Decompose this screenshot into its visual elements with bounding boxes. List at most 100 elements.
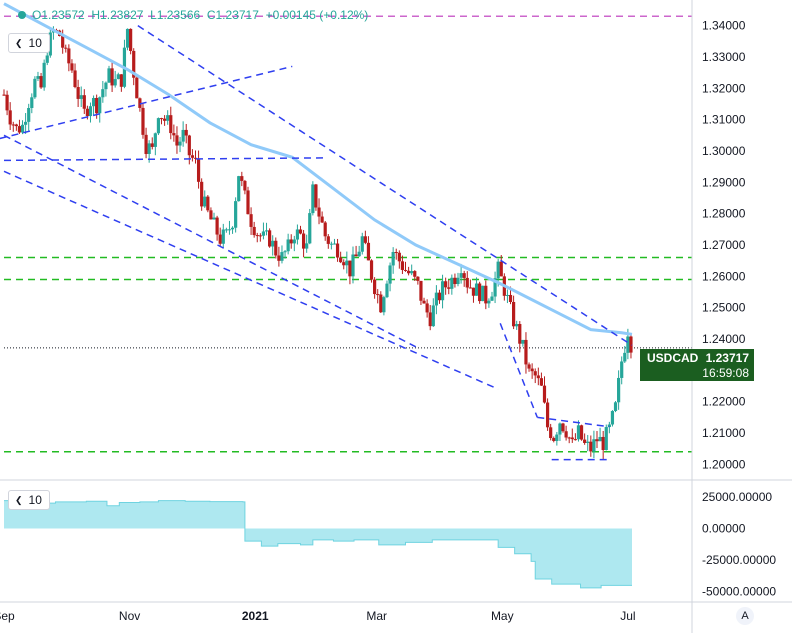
candle-body xyxy=(382,297,386,313)
indicator-area-fill xyxy=(4,500,632,588)
candle-body xyxy=(42,62,46,88)
candle-body xyxy=(620,361,624,378)
candle-body xyxy=(274,240,278,256)
candle-body xyxy=(76,87,80,99)
candle-body xyxy=(527,364,531,369)
candle-body xyxy=(110,68,114,86)
candle-body xyxy=(79,95,83,99)
candle-body xyxy=(190,155,194,158)
candle-body xyxy=(505,294,510,296)
candle-body xyxy=(613,402,618,412)
candle-body xyxy=(558,423,562,435)
moving-average-path xyxy=(3,2,633,336)
trend-line xyxy=(0,65,293,140)
trend-line xyxy=(537,416,610,428)
candle-body xyxy=(193,157,198,159)
candle-body xyxy=(357,251,361,257)
candle-body xyxy=(416,276,420,281)
candle-body xyxy=(450,277,454,289)
candle-body xyxy=(144,134,148,154)
candle-body xyxy=(314,184,318,208)
trend-line xyxy=(3,134,417,348)
moving-average-line xyxy=(3,2,633,336)
candle-body xyxy=(354,254,358,257)
candle-body xyxy=(410,271,414,274)
candle-body xyxy=(27,107,31,122)
candle-body xyxy=(601,436,605,450)
candle-body xyxy=(366,242,371,261)
candle-body xyxy=(385,283,389,298)
candle-body xyxy=(573,439,577,441)
candle-body xyxy=(434,292,438,306)
candle-body xyxy=(132,50,136,78)
candle-body xyxy=(524,339,528,365)
candle-body xyxy=(196,158,201,182)
candle-body xyxy=(135,77,139,99)
candle-body xyxy=(388,265,392,284)
candle-body xyxy=(85,108,89,117)
date-tick-label: Nov xyxy=(119,609,140,623)
candle-body xyxy=(583,439,587,443)
candle-body xyxy=(342,262,346,266)
candle-body xyxy=(286,239,290,252)
change-value: +0.00145 (+0.12%) xyxy=(265,8,369,22)
candle-body xyxy=(64,47,68,49)
candle-body xyxy=(592,439,596,452)
price-tick-label: 1.21000 xyxy=(702,426,746,440)
candle-body xyxy=(440,281,445,301)
close-value: C1.23717 xyxy=(206,8,259,22)
candle-body xyxy=(252,226,256,236)
candle-body xyxy=(329,243,333,245)
candle-body xyxy=(169,115,173,134)
candle-body xyxy=(332,243,337,245)
candle-body xyxy=(629,336,633,353)
candle-body xyxy=(471,287,476,296)
candle-body xyxy=(419,280,423,301)
indicator-tick-label: 25000.00000 xyxy=(702,490,772,504)
candle-body xyxy=(604,427,608,450)
candle-body xyxy=(406,270,411,274)
candle-body xyxy=(533,371,537,376)
candle-body xyxy=(493,278,497,297)
collapse-chevron-icon[interactable]: ❮ xyxy=(15,37,23,48)
sub-indicator-legend[interactable]: ❮ 10 xyxy=(8,490,50,510)
candle-body xyxy=(521,339,525,344)
candle-body xyxy=(95,97,99,114)
auto-scale-button[interactable]: A xyxy=(736,607,754,625)
candle-body xyxy=(107,68,111,83)
collapse-chevron-icon[interactable]: ❮ xyxy=(15,494,23,505)
candle-body xyxy=(203,196,207,207)
candle-body xyxy=(308,213,312,244)
candle-body xyxy=(30,97,34,108)
lower-pane xyxy=(4,500,632,589)
candle-body xyxy=(298,229,303,234)
candle-body xyxy=(305,243,309,249)
candle-body xyxy=(567,437,571,439)
candle-body xyxy=(326,236,330,244)
candle-body xyxy=(153,133,157,147)
candle-body xyxy=(175,135,179,146)
candle-body xyxy=(301,233,306,249)
candle-body xyxy=(444,281,448,288)
candle-body xyxy=(33,78,37,98)
main-indicator-legend[interactable]: ❮ 10 xyxy=(8,33,50,53)
candle-body xyxy=(481,285,485,302)
candle-body xyxy=(394,252,398,254)
horizontal-levels xyxy=(4,15,692,453)
date-tick-label: Jul xyxy=(620,609,635,623)
low-value: L1.23566 xyxy=(150,8,201,22)
candle-body xyxy=(345,260,349,266)
candle-body xyxy=(70,63,74,71)
date-tick-label: May xyxy=(491,609,514,623)
candle-body xyxy=(459,273,463,278)
candle-body xyxy=(166,115,170,121)
candle-body xyxy=(261,231,266,236)
candle-body xyxy=(283,251,287,253)
candle-body xyxy=(187,135,191,156)
candle-body xyxy=(413,271,417,277)
candle-body xyxy=(468,287,472,289)
candle-body xyxy=(474,283,479,296)
candle-body xyxy=(82,95,86,109)
candle-body xyxy=(579,425,584,440)
candle-body xyxy=(98,97,102,114)
